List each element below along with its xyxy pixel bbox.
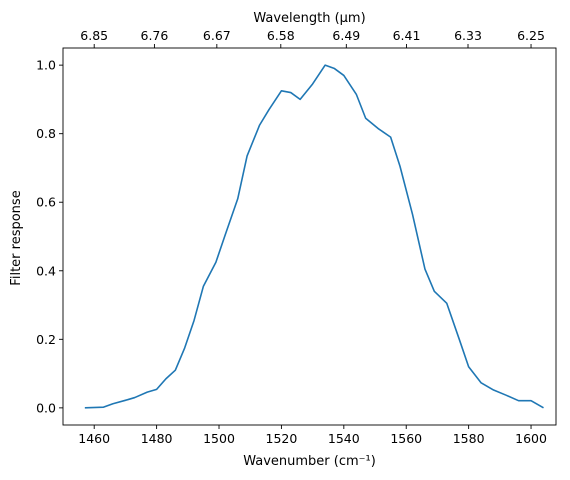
x-tick-label: 1540 [328,431,360,446]
top-tick-label: 6.41 [393,28,421,43]
plot-area [62,47,557,426]
y-tick-label: 0.2 [36,332,56,347]
top-tick-label: 6.49 [332,28,360,43]
x-tick-label: 1560 [390,431,422,446]
top-axis-label: Wavelength (μm) [253,11,365,26]
y-tick-label: 0.6 [36,195,56,210]
top-tick-label: 6.33 [454,28,482,43]
x-tick-label: 1460 [78,431,110,446]
plot-frame [62,47,557,426]
x-tick-label: 1480 [141,431,173,446]
y-axis-ticks: 0.0 0.2 0.4 0.6 0.8 1.0 [36,58,63,415]
y-tick-label: 1.0 [36,58,56,73]
top-tick-label: 6.67 [203,28,231,43]
top-tick-label: 6.85 [80,28,108,43]
top-tick-label: 6.58 [267,28,295,43]
x-tick-label: 1520 [266,431,298,446]
x-tick-label: 1600 [515,431,547,446]
y-axis-label: Filter response [9,190,24,285]
y-tick-label: 0.8 [36,126,56,141]
series-line-0 [84,64,544,409]
top-tick-label: 6.25 [517,28,545,43]
x-axis-ticks: 1460 1480 1500 1520 1540 1560 1580 1600 [78,425,547,446]
y-tick-label: 0.0 [36,400,56,415]
y-tick-label: 0.4 [36,263,56,278]
top-tick-label: 6.76 [141,28,169,43]
x-axis-label: Wavenumber (cm⁻¹) [243,454,376,469]
x-tick-label: 1500 [203,431,235,446]
x-tick-label: 1580 [453,431,485,446]
top-axis-ticks: 6.85 6.76 6.67 6.58 6.49 6.41 6.33 6.25 [80,28,545,48]
